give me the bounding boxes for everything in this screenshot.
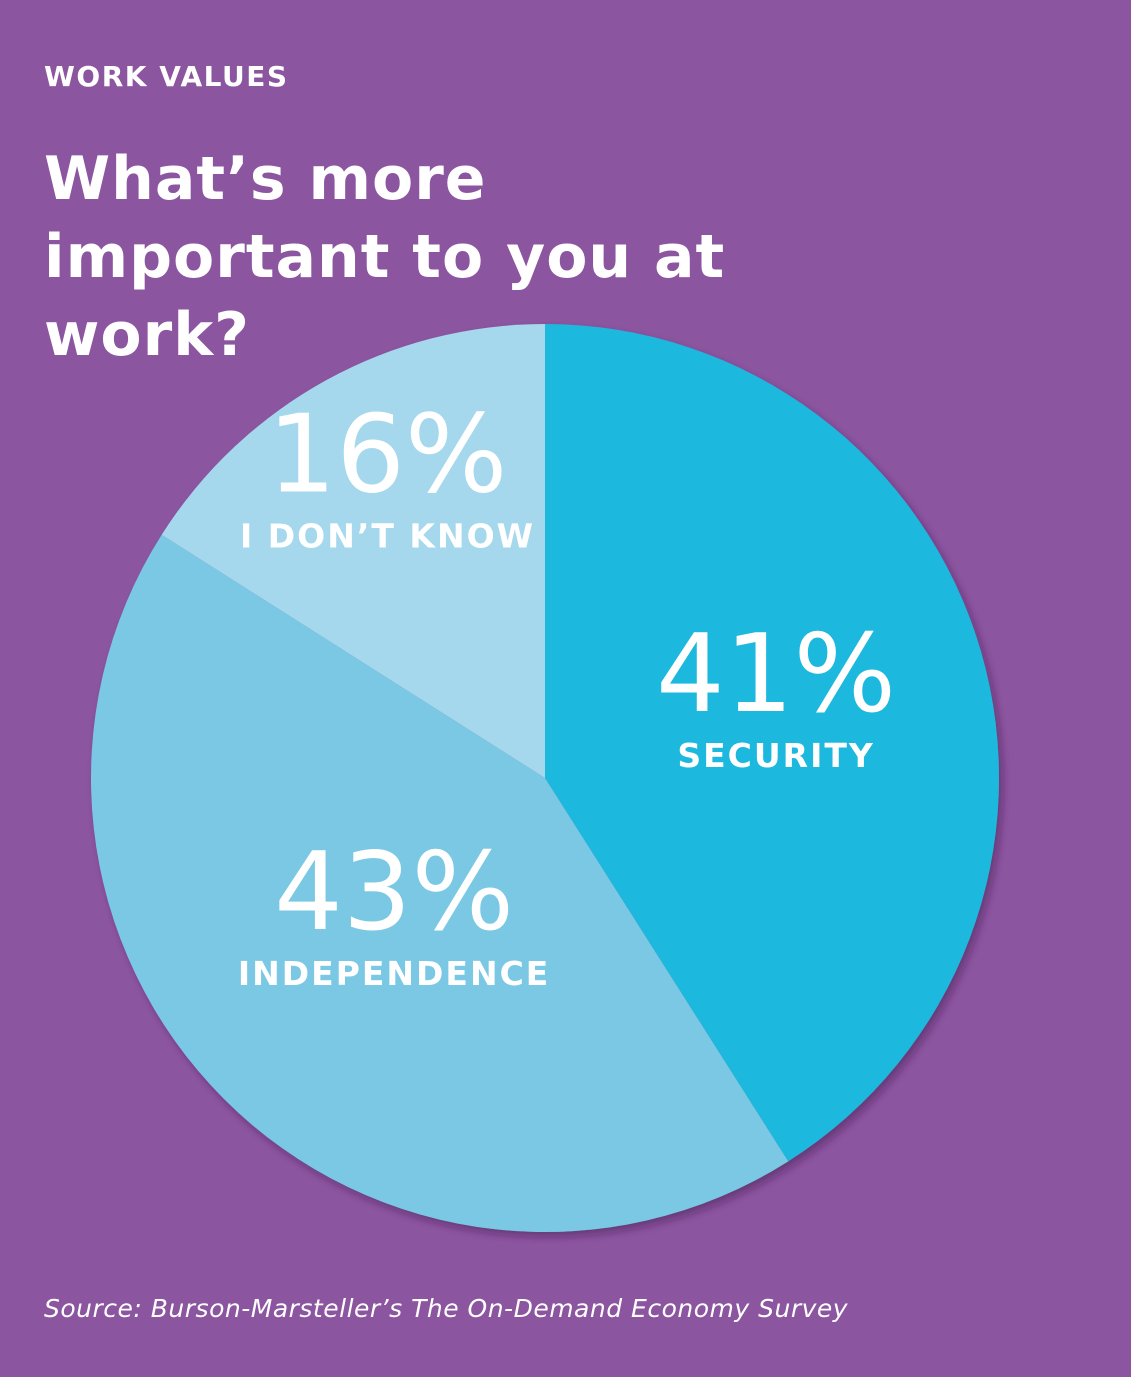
value-label: 16% (268, 393, 508, 518)
category-label: INDEPENDENCE (238, 954, 551, 993)
pie-slice (545, 324, 999, 1162)
labels: 41%SECURITY 43%INDEPENDENCE 16%I DON’T KNO… (238, 393, 896, 993)
pie-slice (91, 534, 789, 1232)
source-note: Source: Burson-Marsteller’s The On-Deman… (44, 1294, 849, 1323)
category-label: SECURITY (677, 736, 874, 775)
chart-title: What’s more important to you at work? (44, 144, 726, 370)
category-label: I DON’T KNOW (240, 517, 535, 556)
pie-slice (161, 324, 546, 778)
chart-subtitle: WORK VALUES (44, 60, 289, 93)
value-label: 43% (274, 830, 514, 955)
value-label: 41% (656, 612, 896, 737)
pie (91, 324, 999, 1232)
